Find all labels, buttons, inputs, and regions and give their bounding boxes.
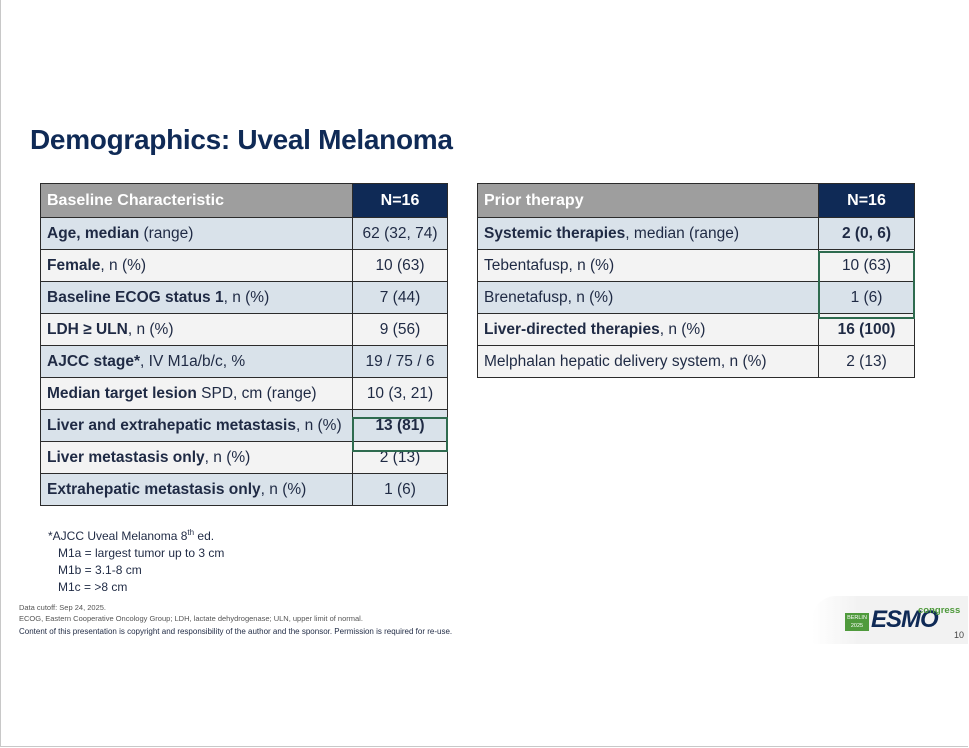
- row-value: 9 (56): [352, 313, 448, 346]
- page-title: Demographics: Uveal Melanoma: [30, 124, 453, 155]
- m1a-note: M1a = largest tumor up to 3 cm: [58, 546, 225, 560]
- header-n: N=16: [818, 183, 915, 218]
- row-value: 1 (6): [818, 281, 915, 314]
- table-row: Brenetafusp, n (%) 1 (6): [477, 281, 915, 314]
- table-row: Median target lesion SPD, cm (range) 10 …: [40, 377, 448, 410]
- header-n: N=16: [352, 183, 448, 218]
- row-value: 62 (32, 74): [352, 217, 448, 250]
- row-label: Liver metastasis only, n (%): [40, 441, 353, 474]
- row-label: Brenetafusp, n (%): [477, 281, 819, 314]
- header-baseline-characteristic: Baseline Characteristic: [40, 183, 353, 218]
- table-row: Female, n (%) 10 (63): [40, 249, 448, 282]
- m1c-note: M1c = >8 cm: [58, 580, 128, 594]
- table-row: Liver-directed therapies, n (%) 16 (100): [477, 313, 915, 346]
- row-value: 2 (0, 6): [818, 217, 915, 250]
- row-label: Liver and extrahepatic metastasis, n (%): [40, 409, 353, 442]
- data-cutoff-note: Data cutoff: Sep 24, 2025.: [19, 603, 107, 612]
- table-row: Systemic therapies, median (range) 2 (0,…: [477, 217, 915, 250]
- table-row: Tebentafusp, n (%) 10 (63): [477, 249, 915, 282]
- row-value: 2 (13): [352, 441, 448, 474]
- row-label: Extrahepatic metastasis only, n (%): [40, 473, 353, 506]
- table-row: Liver metastasis only, n (%) 2 (13): [40, 441, 448, 474]
- table-row: Baseline ECOG status 1, n (%) 7 (44): [40, 281, 448, 314]
- congress-label: congress: [918, 605, 961, 616]
- row-label: Systemic therapies, median (range): [477, 217, 819, 250]
- copyright-notice: Content of this presentation is copyrigh…: [19, 627, 453, 636]
- row-value: 2 (13): [818, 345, 915, 378]
- row-value: 16 (100): [818, 313, 915, 346]
- row-value: 7 (44): [352, 281, 448, 314]
- row-label: Age, median (range): [40, 217, 353, 250]
- baseline-characteristics-table: Baseline Characteristic N=16 Age, median…: [40, 183, 448, 506]
- m1b-note: M1b = 3.1-8 cm: [58, 563, 142, 577]
- ajcc-footnote: *AJCC Uveal Melanoma 8th ed. M1a = large…: [48, 528, 225, 594]
- row-value: 10 (63): [818, 249, 915, 282]
- row-value: 10 (63): [352, 249, 448, 282]
- logo-background: [812, 596, 968, 644]
- row-value: 19 / 75 / 6: [352, 345, 448, 378]
- row-value: 1 (6): [352, 473, 448, 506]
- row-label: Baseline ECOG status 1, n (%): [40, 281, 353, 314]
- page-number: 10: [954, 630, 965, 640]
- row-label: Melphalan hepatic delivery system, n (%): [477, 345, 819, 378]
- prior-therapy-table: Prior therapy N=16 Systemic therapies, m…: [477, 183, 915, 378]
- abbreviations-note: ECOG, Eastern Cooperative Oncology Group…: [19, 614, 363, 623]
- row-value-highlighted: 13 (81): [352, 409, 448, 442]
- row-label: AJCC stage*, IV M1a/b/c, %: [40, 345, 353, 378]
- row-label: Liver-directed therapies, n (%): [477, 313, 819, 346]
- row-value: 10 (3, 21): [352, 377, 448, 410]
- table-row: LDH ≥ ULN, n (%) 9 (56): [40, 313, 448, 346]
- esmo-logo: ESMO: [871, 606, 939, 633]
- table-row: Liver and extrahepatic metastasis, n (%)…: [40, 409, 448, 442]
- table-row: Melphalan hepatic delivery system, n (%)…: [477, 345, 915, 378]
- row-label: Median target lesion SPD, cm (range): [40, 377, 353, 410]
- row-label: Tebentafusp, n (%): [477, 249, 819, 282]
- table-row: Extrahepatic metastasis only, n (%) 1 (6…: [40, 473, 448, 506]
- congress-city-badge: BERLIN 2025: [845, 613, 869, 631]
- header-prior-therapy: Prior therapy: [477, 183, 819, 218]
- row-label: LDH ≥ ULN, n (%): [40, 313, 353, 346]
- abbreviation-notes: Data cutoff: Sep 24, 2025. ECOG, Eastern…: [19, 602, 363, 624]
- row-label: Female, n (%): [40, 249, 353, 282]
- table-row: Age, median (range) 62 (32, 74): [40, 217, 448, 250]
- table-row: AJCC stage*, IV M1a/b/c, % 19 / 75 / 6: [40, 345, 448, 378]
